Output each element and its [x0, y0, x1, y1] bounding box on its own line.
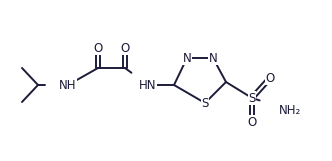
- Text: NH₂: NH₂: [279, 104, 301, 117]
- Text: O: O: [265, 71, 275, 85]
- Text: S: S: [248, 91, 256, 104]
- Text: N: N: [183, 52, 191, 65]
- Text: S: S: [201, 96, 209, 109]
- Text: N: N: [208, 52, 217, 65]
- Text: O: O: [247, 115, 257, 128]
- Text: NH: NH: [59, 79, 77, 91]
- Text: O: O: [121, 42, 129, 55]
- Text: HN: HN: [139, 79, 157, 91]
- Text: O: O: [93, 42, 103, 55]
